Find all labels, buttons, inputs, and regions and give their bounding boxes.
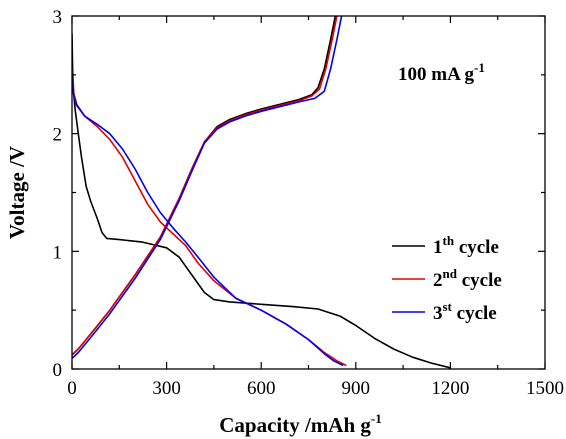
legend-label-sup: th [443,233,455,248]
legend-label-base: 3 [433,303,443,324]
legend-label-rest: cycle [452,303,497,324]
annotation-sup: -1 [474,60,485,75]
legend-label-base: 2 [433,270,443,291]
series-1-line-charge [72,16,337,356]
legend-label-rest: cycle [457,270,502,291]
series-2-line-charge [72,16,338,356]
legend-label-sup: st [443,299,453,314]
x-axis-label: Capacity /mAh g-1 [219,411,382,437]
legend-label-1: 1th cycle [433,233,499,258]
x-tick-label: 300 [152,378,181,399]
series-layer [72,16,451,369]
y-tick-label: 1 [53,242,63,263]
y-tick-label: 3 [53,7,63,28]
series-1-line-discharge [72,33,451,369]
legend-label-sup: nd [443,266,458,281]
legend-label-base: 1 [433,237,443,258]
x-tick-label: 1500 [526,378,564,399]
series-2-line-discharge [72,68,347,367]
y-tick-label: 2 [53,125,63,146]
ticks-layer: 0 300 600 900 1200 1500 0 1 2 3 [53,7,565,399]
series-3-line-discharge [72,74,344,367]
x-tick-label: 1200 [431,378,469,399]
legend-label-2: 2nd cycle [433,266,502,291]
series-3-line-charge [72,16,343,359]
annotation-text: 100 mA g [398,64,475,85]
x-tick-label: 900 [342,378,371,399]
x-tick-label: 0 [67,378,77,399]
x-axis-label-sup: -1 [371,411,382,426]
legend-label-3: 3st cycle [433,299,497,324]
legend-label-rest: cycle [454,237,499,258]
y-axis-label: Voltage /V [5,146,29,239]
annotation-label: 100 mA g-1 [398,60,485,85]
x-axis-label-text: Capacity /mAh g [219,413,371,437]
x-tick-label: 600 [247,378,276,399]
y-tick-label: 0 [53,360,63,381]
